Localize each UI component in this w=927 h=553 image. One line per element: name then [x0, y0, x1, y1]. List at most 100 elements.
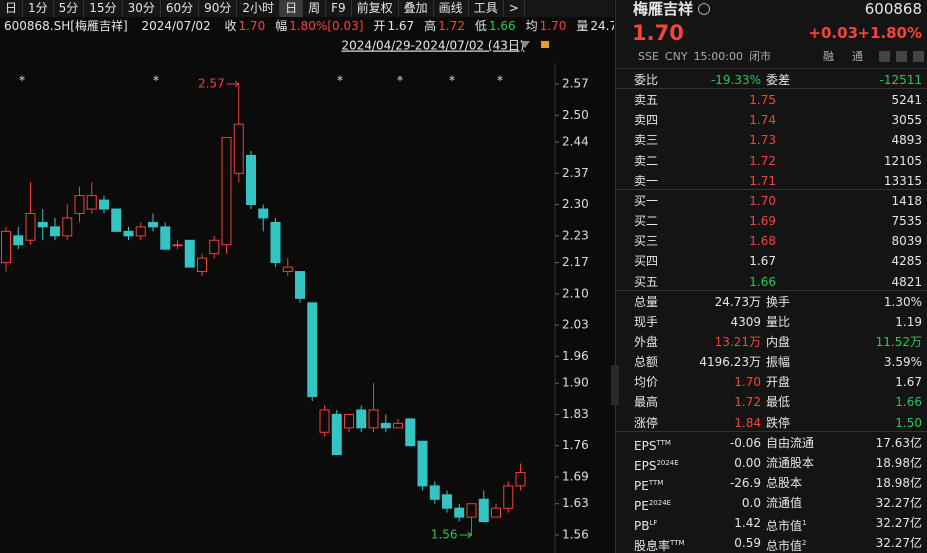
meta-item: CNY: [664, 50, 688, 63]
candle-body: [1, 230, 11, 264]
toolbar-item[interactable]: 60分: [161, 0, 200, 17]
cell-sup: TTM: [670, 539, 685, 548]
row-label: 开盘: [766, 372, 790, 392]
toolbar-item[interactable]: 日: [280, 0, 304, 17]
toolbar-item[interactable]: 工具: [469, 0, 504, 17]
symbol: 600868.SH[梅雁吉祥]: [4, 19, 128, 33]
cell-text: 24.73万: [714, 294, 761, 309]
edit-button[interactable]: [879, 51, 890, 62]
cell-sup: TTM: [648, 479, 664, 487]
event-marker: *: [449, 74, 455, 88]
cell-text: 1.66: [749, 274, 776, 289]
cell-sup: TTM: [656, 438, 671, 447]
cell-text: 0.59: [734, 536, 761, 551]
cell-text: 振幅: [766, 355, 791, 370]
row-label: 买四: [634, 251, 658, 271]
row-value: 4309: [730, 312, 761, 332]
row-value: 4821: [891, 272, 922, 292]
row-label: 总市值1: [766, 513, 806, 536]
candle-body: [74, 195, 85, 214]
y-tick-label: 1.76: [562, 438, 589, 452]
candle-body: [148, 221, 158, 228]
row-value: 0.59: [734, 533, 761, 553]
toolbar-item[interactable]: 画线: [434, 0, 469, 17]
cell-sup: 1: [802, 519, 807, 528]
toolbar-item[interactable]: 前复权: [352, 0, 399, 17]
toolbar-item[interactable]: 5分: [54, 0, 85, 17]
row-value: 8039: [891, 231, 922, 251]
stock-name: 梅雁吉祥: [633, 0, 694, 18]
row-value: 4893: [891, 130, 922, 150]
date: 2024/07/02: [141, 19, 211, 33]
cell-text: EPS: [634, 438, 657, 453]
row-value: 1.67: [749, 251, 776, 271]
y-tick-label: 2.44: [562, 135, 589, 149]
row-value: 12105: [884, 151, 922, 171]
low-label: 1.56: [431, 528, 458, 542]
row-label: 卖二: [634, 151, 658, 171]
candle-body: [160, 226, 171, 250]
candle-body: [197, 257, 207, 273]
cell-text: 1.67: [895, 375, 922, 390]
cell-text: 买五: [634, 274, 659, 289]
row-label: 委比: [634, 70, 658, 90]
event-marker: *: [19, 74, 25, 88]
info-icon[interactable]: [698, 3, 710, 15]
collapse-tab[interactable]: [611, 365, 619, 405]
candle-body: [99, 199, 109, 210]
candle-body: [246, 154, 256, 206]
toolbar-item[interactable]: 日: [0, 0, 24, 17]
alert-button[interactable]: [896, 51, 907, 62]
cell-text: 0.00: [734, 455, 761, 470]
field-value: 1.70: [539, 19, 567, 33]
candle-body: [429, 485, 440, 500]
row-label: 自由流通: [766, 433, 814, 453]
cell-text: 1.75: [749, 93, 776, 108]
quote-row: 买一 1.70 1418: [616, 191, 927, 211]
separator: [616, 188, 927, 190]
cell-text: 卖三: [634, 133, 659, 148]
toolbar-item[interactable]: >: [504, 0, 525, 17]
candle-body: [295, 271, 305, 299]
toolbar: 日 1分 5分 15分 30分 60分 90分 2小时日周 F9 前复权 叠加 画线 工具 >: [0, 0, 614, 17]
meta-row: SSE CNY 15:00:00 闭市: [638, 49, 777, 65]
toolbar-item[interactable]: 30分: [123, 0, 161, 17]
add-button[interactable]: [913, 51, 924, 62]
cell-text: 股息率: [634, 539, 671, 553]
y-tick-label: 2.23: [562, 228, 589, 242]
toolbar-item[interactable]: F9: [326, 0, 352, 17]
cell-text: 1.68: [749, 234, 776, 249]
row-value: 1.50: [895, 413, 922, 433]
row-value: 7535: [891, 211, 922, 231]
row-value: 4196.23万: [699, 352, 761, 372]
cell-text: 买三: [634, 234, 659, 249]
badge: 融: [823, 50, 834, 63]
toolbar-item[interactable]: 90分: [199, 0, 238, 17]
row-value: 1.74: [749, 110, 776, 130]
toolbar-item[interactable]: 叠加: [399, 0, 434, 17]
candle-body: [442, 494, 452, 509]
quote-row: PBLF 1.42 总市值1 32.27亿: [616, 513, 927, 533]
y-tick-label: 2.37: [562, 166, 589, 180]
row-label: 最高: [634, 392, 658, 412]
candle-body: [50, 226, 60, 237]
row-label: 最低: [766, 392, 790, 412]
row-label: 外盘: [634, 332, 658, 352]
toolbar-item[interactable]: 15分: [84, 0, 123, 17]
row-value: 1.84: [734, 413, 761, 433]
candle-body: [135, 226, 146, 237]
row-value: 1.73: [749, 130, 776, 150]
candle-body: [233, 123, 244, 174]
row-value: 1.66: [895, 392, 922, 412]
toolbar-item[interactable]: 2小时: [237, 0, 281, 17]
field-value: 1.67: [387, 19, 415, 33]
quote-row: 外盘 13.21万 内盘 11.52万: [616, 332, 927, 352]
toolbar-item[interactable]: 1分: [23, 0, 54, 17]
cell-sup: LF: [649, 519, 658, 528]
row-value: 1.75: [749, 90, 776, 110]
toolbar-item[interactable]: 周: [303, 0, 327, 17]
cell-text: 外盘: [634, 334, 659, 349]
y-tick-label: 2.50: [562, 108, 589, 122]
quote-row: 现手 4309 量比 1.19: [616, 312, 927, 332]
event-marker: *: [153, 74, 159, 88]
